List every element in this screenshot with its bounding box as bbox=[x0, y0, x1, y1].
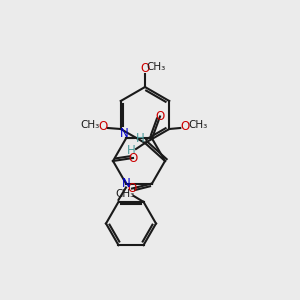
Text: CH₃: CH₃ bbox=[80, 120, 99, 130]
Text: N: N bbox=[120, 127, 128, 140]
Text: O: O bbox=[128, 152, 138, 164]
Text: O: O bbox=[98, 121, 107, 134]
Text: H: H bbox=[127, 145, 135, 158]
Text: O: O bbox=[140, 62, 150, 76]
Text: O: O bbox=[128, 182, 136, 195]
Text: CH₃: CH₃ bbox=[146, 62, 166, 72]
Text: CH₃: CH₃ bbox=[116, 189, 135, 199]
Text: N: N bbox=[122, 177, 130, 190]
Text: H: H bbox=[136, 132, 144, 145]
Text: CH₃: CH₃ bbox=[189, 120, 208, 130]
Text: O: O bbox=[181, 121, 190, 134]
Text: O: O bbox=[155, 110, 165, 123]
